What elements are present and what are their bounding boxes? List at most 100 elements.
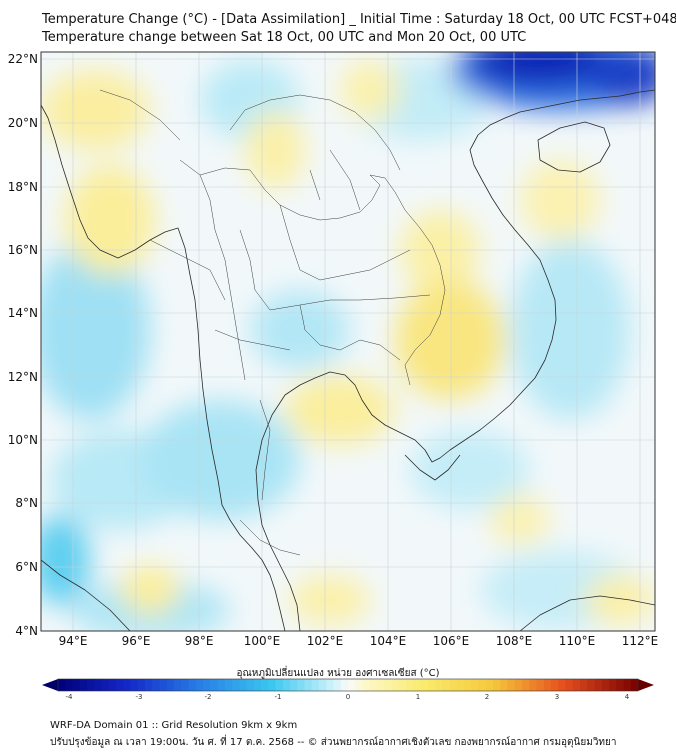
colorbar-cell	[239, 679, 247, 691]
lon-tick-label: 108°E	[496, 634, 533, 648]
lat-tick-label: 10°N	[8, 433, 38, 447]
colorbar-cell	[210, 679, 218, 691]
colorbar-cell	[558, 679, 566, 691]
colorbar-cell	[108, 679, 117, 691]
lon-tick-label: 94°E	[59, 634, 88, 648]
colorbar-cell	[493, 679, 501, 691]
colorbar-cell	[268, 679, 276, 691]
colorbar-cell	[551, 679, 559, 691]
colorbar-cell	[485, 679, 494, 691]
colorbar-cell	[152, 679, 160, 691]
colorbar-cell	[58, 679, 66, 691]
colorbar-cell	[616, 679, 624, 691]
colorbar-cell	[159, 679, 168, 691]
colorbar-cell	[253, 679, 262, 691]
colorbar-cell	[137, 679, 146, 691]
colorbar-cell	[333, 679, 342, 691]
colorbar-cell	[123, 679, 131, 691]
lon-tick-label: 110°E	[559, 634, 596, 648]
coastlines	[41, 89, 655, 631]
colorbar-cell	[514, 679, 523, 691]
footer-model-info: WRF-DA Domain 01 :: Grid Resolution 9km …	[50, 720, 298, 731]
temperature-change-map: 22°N 20°N 18°N 16°N 14°N 12°N 10°N 8°N 6…	[8, 51, 659, 701]
colorbar-cell	[601, 679, 610, 691]
colorbar-cell	[572, 679, 581, 691]
lon-tick-label: 96°E	[122, 634, 151, 648]
colorbar-cell	[406, 679, 414, 691]
colorbar-cell	[203, 679, 211, 691]
colorbar-cell	[174, 679, 182, 691]
footer-update-info: ปรับปรุงข้อมูล ณ เวลา 19:00น. วัน ศ. ที่…	[50, 737, 617, 748]
colorbar-max-arrow	[638, 679, 654, 691]
colorbar-cell	[507, 679, 516, 691]
lat-tick-label: 18°N	[8, 180, 38, 194]
colorbar-cell	[587, 679, 595, 691]
colorbar-cell	[145, 679, 153, 691]
colorbar-cell	[326, 679, 334, 691]
colorbar-cell	[195, 679, 204, 691]
lat-tick-label: 12°N	[8, 370, 38, 384]
colorbar-cell	[311, 679, 320, 691]
colorbar-tick: -3	[136, 693, 143, 701]
colorbar-cell	[384, 679, 392, 691]
longitude-axis: 94°E 96°E 98°E 100°E 102°E 104°E 106°E 1…	[59, 634, 659, 648]
colorbar-cell	[543, 679, 552, 691]
colorbar-cell	[116, 679, 124, 691]
colorbar-cell	[304, 679, 313, 691]
colorbar-cell	[478, 679, 487, 691]
lat-tick-label: 22°N	[8, 52, 38, 66]
colorbar-cell	[391, 679, 400, 691]
lat-tick-label: 6°N	[15, 560, 38, 574]
colorbar-cell	[79, 679, 88, 691]
colorbar-cell	[224, 679, 233, 691]
map-title: Temperature Change (°C) - [Data Assimila…	[42, 12, 676, 27]
country-borders	[99, 89, 446, 556]
lon-tick-label: 104°E	[370, 634, 407, 648]
colorbar-tick: -1	[275, 693, 282, 701]
colorbar-cell	[65, 679, 73, 691]
colorbar-cell	[529, 679, 537, 691]
colorbar-cell	[275, 679, 284, 691]
colorbar-cell	[442, 679, 450, 691]
colorbar-cell	[72, 679, 81, 691]
colorbar-cell	[166, 679, 175, 691]
colorbar-cell	[377, 679, 385, 691]
colorbar-cell	[623, 679, 632, 691]
colorbar-tick: -2	[205, 693, 212, 701]
colorbar-tick: 1	[416, 693, 420, 701]
lat-tick-label: 8°N	[15, 496, 38, 510]
colorbar-cell	[130, 679, 139, 691]
lon-tick-label: 100°E	[244, 634, 281, 648]
temperature-field	[41, 52, 655, 631]
colorbar-tick: 0	[346, 693, 350, 701]
colorbar-cell	[362, 679, 371, 691]
colorbar-cell	[87, 679, 95, 691]
map-frame	[40, 51, 656, 632]
colorbar-cell	[456, 679, 465, 691]
colorbar: -4 -3 -2 -1 0 1 2 3 4	[42, 678, 654, 701]
latitude-axis: 22°N 20°N 18°N 16°N 14°N 12°N 10°N 8°N 6…	[8, 52, 38, 638]
colorbar-cell	[217, 679, 226, 691]
colorbar-cell	[101, 679, 110, 691]
lon-tick-label: 112°E	[622, 634, 659, 648]
colorbar-cell	[500, 679, 508, 691]
colorbar-cell	[522, 679, 530, 691]
colorbar-cell	[297, 679, 305, 691]
colorbar-cell	[340, 679, 349, 691]
colorbar-cell	[94, 679, 102, 691]
colorbar-cell	[319, 679, 327, 691]
lat-tick-label: 14°N	[8, 306, 38, 320]
colorbar-cell	[464, 679, 472, 691]
lon-tick-label: 106°E	[433, 634, 470, 648]
colorbar-cell	[232, 679, 240, 691]
colorbar-cell	[449, 679, 458, 691]
colorbar-cell	[413, 679, 421, 691]
colorbar-cell	[181, 679, 189, 691]
colorbar-cell	[427, 679, 436, 691]
colorbar-tick: 2	[485, 693, 489, 701]
colorbar-cell	[398, 679, 407, 691]
colorbar-tick: 3	[555, 693, 559, 701]
lon-tick-label: 98°E	[185, 634, 214, 648]
colorbar-cell	[609, 679, 617, 691]
colorbar-cell	[471, 679, 479, 691]
